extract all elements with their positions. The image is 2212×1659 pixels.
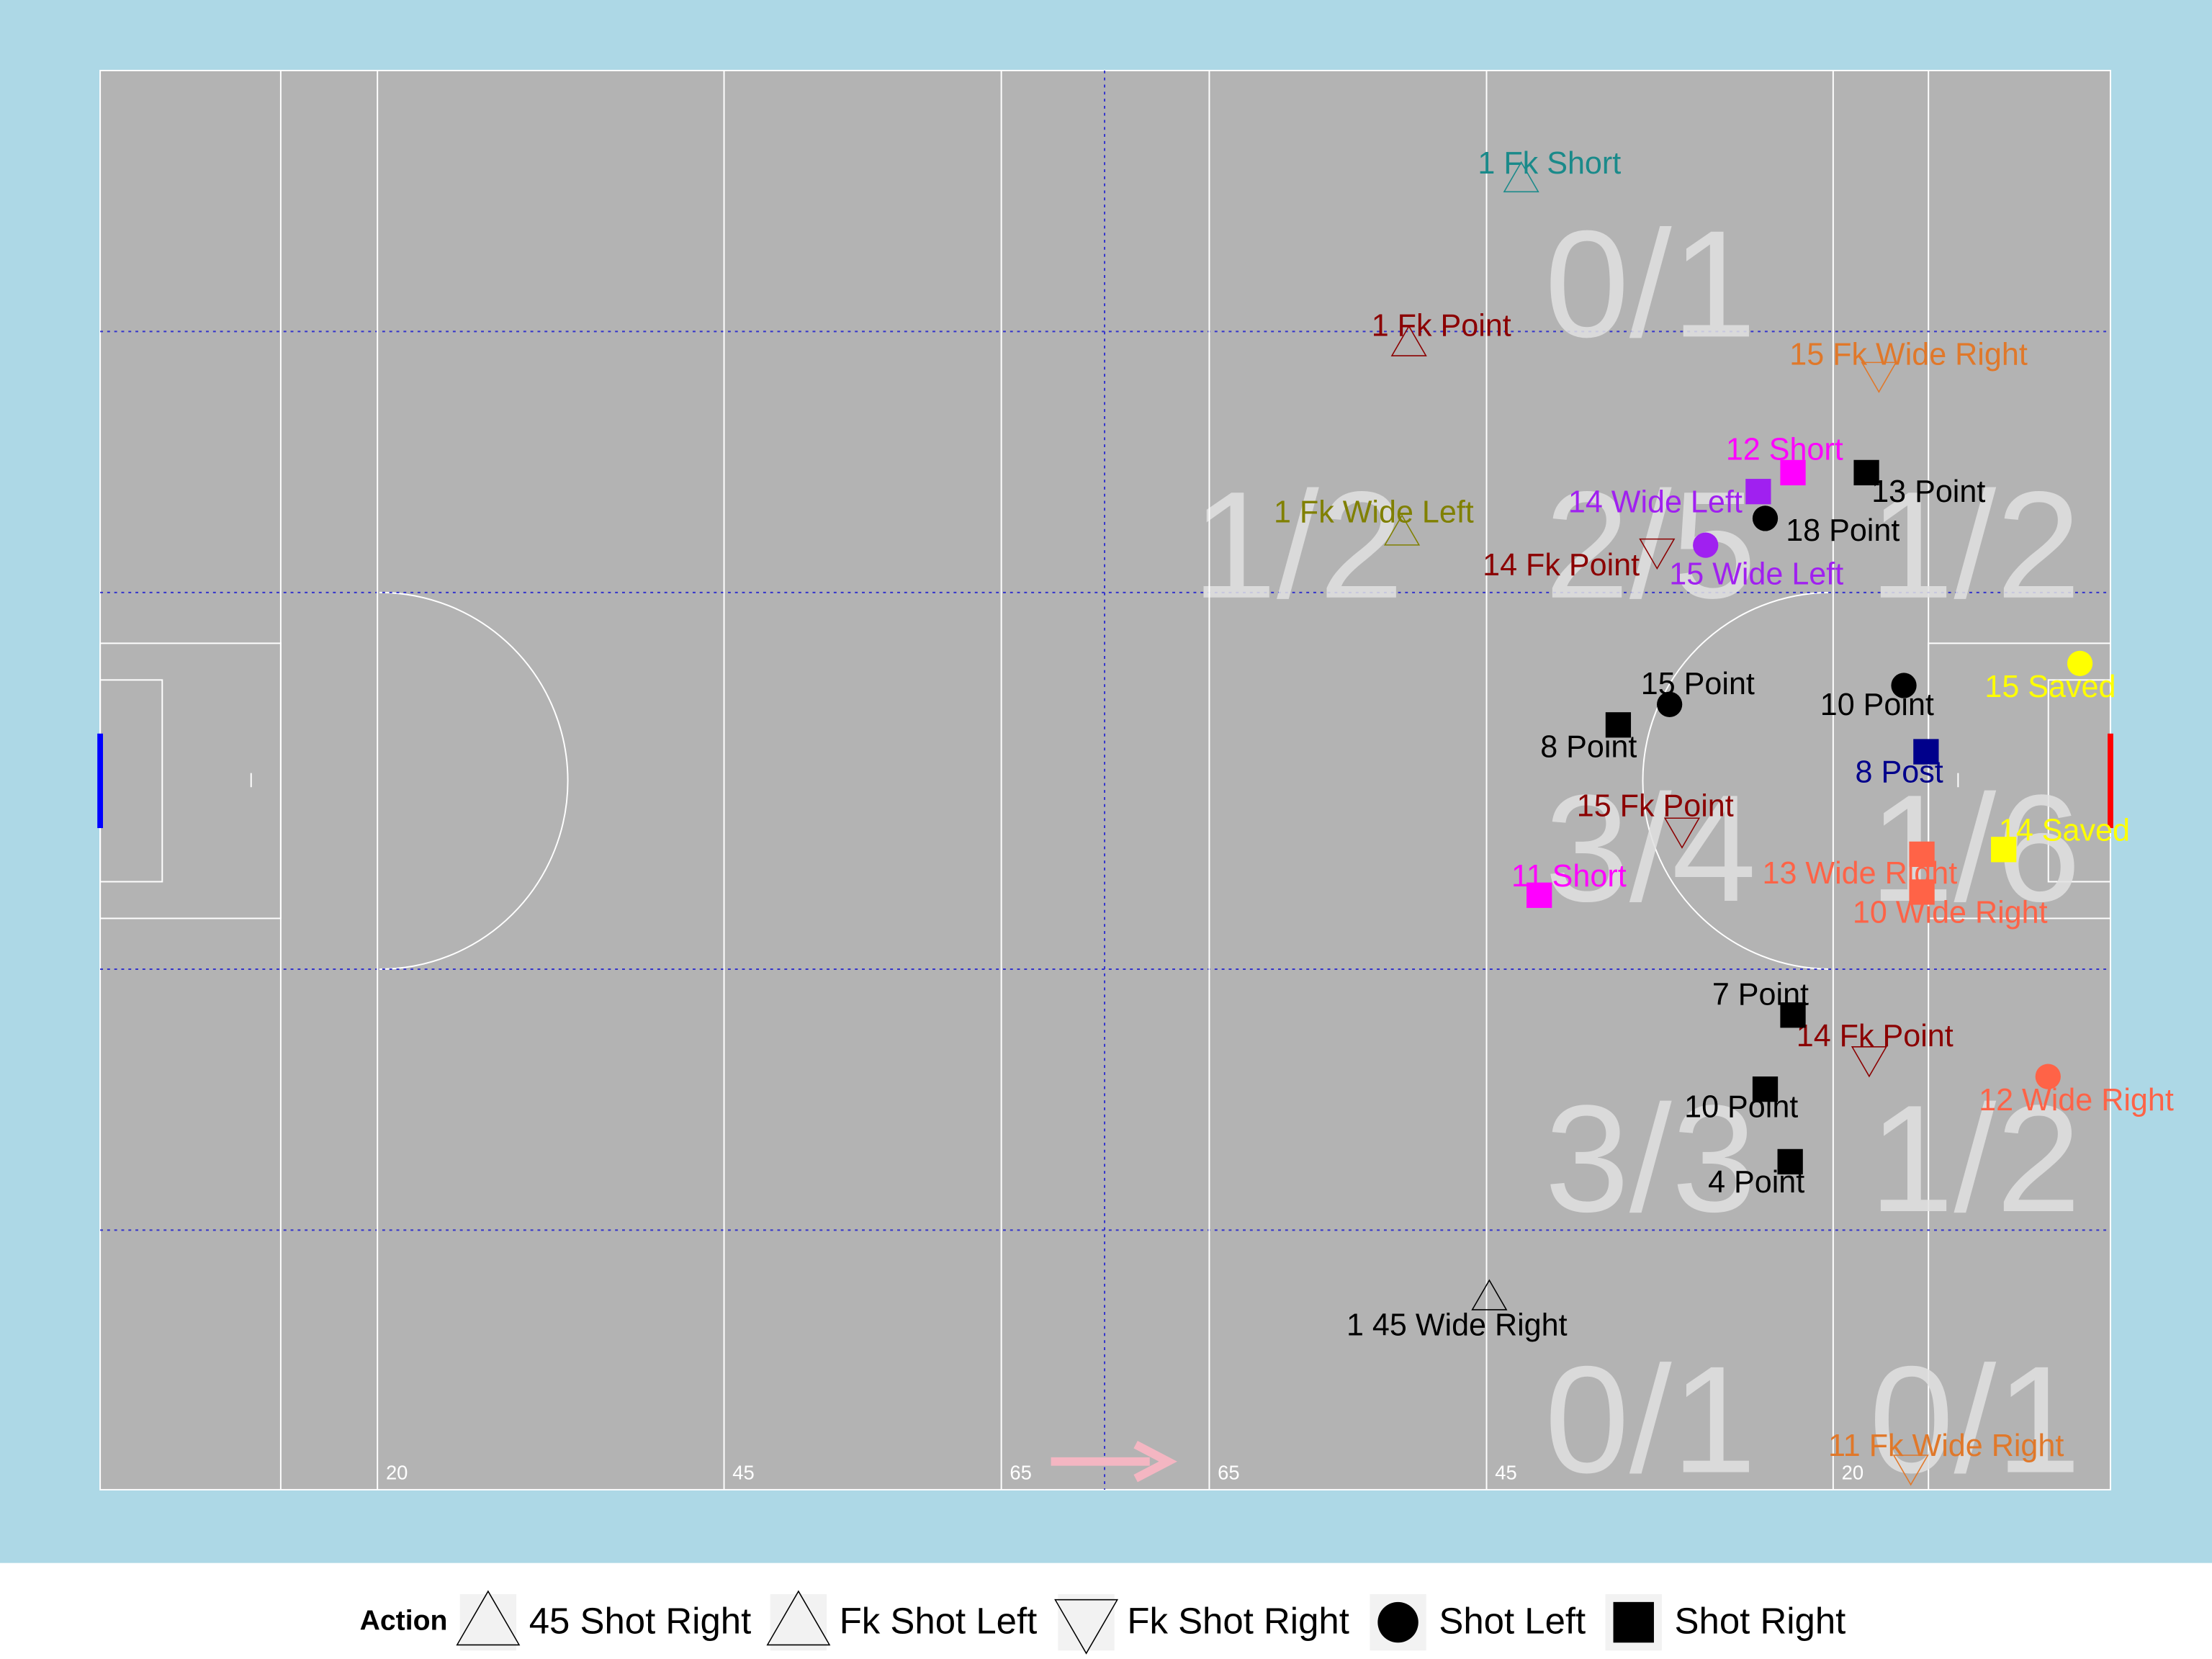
shot-label: 10 Point [1820, 688, 1934, 722]
shot-marker [1780, 459, 1806, 486]
shot-marker [1909, 879, 1935, 905]
shot-marker [1991, 837, 2017, 863]
legend-key [1058, 1593, 1115, 1651]
shot-marker [1390, 325, 1427, 356]
shot-marker [1752, 505, 1779, 531]
legend-symbol [1377, 1601, 1419, 1643]
shot-marker [1892, 1455, 1929, 1486]
shot-label: 10 Wide Right [1853, 896, 2048, 930]
shot-label: 14 Fk Point [1797, 1019, 1954, 1053]
shot-label: 8 Post [1856, 755, 1943, 790]
shot-marker [1383, 514, 1421, 546]
shot-marker [1639, 538, 1676, 570]
legend-label: Fk Shot Right [1127, 1600, 1349, 1641]
distance-label: 65 [1218, 1462, 1239, 1484]
shot-label: 14 Wide Left [1568, 485, 1743, 520]
shot-label: 10 Point [1684, 1089, 1798, 1124]
shot-label: 18 Point [1786, 513, 1899, 548]
shot-marker [1780, 1002, 1806, 1028]
distance-label: 20 [386, 1462, 408, 1484]
zone-label: 1/2 [1869, 1073, 2081, 1244]
shot-marker [1503, 161, 1539, 193]
shot-marker [1745, 479, 1771, 505]
shot-marker [1777, 1148, 1803, 1175]
legend-symbol [1613, 1601, 1654, 1643]
zone-labels: 0/1 1/2 2/5 1/2 3/4 1/6 3/3 1/2 0/1 0/1 [1192, 198, 2081, 1504]
zone-label: 0/1 [1545, 198, 1756, 369]
distance-label: 45 [1495, 1462, 1516, 1484]
zone-label: 2/5 [1545, 459, 1756, 630]
legend-title: Action [360, 1605, 448, 1636]
shot-label: 15 Saved [1984, 670, 2116, 704]
legend: Action 45 Shot Right Fk Shot Left Fk Shot … [360, 1590, 1846, 1655]
shot-label: 15 Fk Point [1577, 789, 1734, 824]
distance-label: 65 [1010, 1462, 1031, 1484]
shot-marker [1693, 532, 1719, 558]
shot-label: 12 Short [1726, 432, 1843, 467]
shot-label: 12 Wide Right [1979, 1083, 2174, 1118]
shot-marker [1851, 1046, 1887, 1078]
shot-label: 11 Short [1511, 859, 1627, 894]
shots: 1 45 Wide Right 1 Fk Short 1 Fk Point 1 Fk … [1274, 146, 2174, 1486]
shot-marker [1527, 882, 1552, 908]
shot-marker [1471, 1279, 1508, 1310]
zone-label: 0/1 [1869, 1334, 2081, 1504]
shot-marker [2067, 650, 2093, 677]
shot-marker [1853, 459, 1879, 486]
shot-label: 4 Point [1708, 1165, 1804, 1200]
shot-marker [1891, 673, 1917, 698]
shot-marker [1605, 712, 1632, 738]
shot-label: 8 Point [1540, 729, 1637, 764]
shot-marker [1663, 817, 1701, 849]
shot-label: 1 45 Wide Right [1346, 1308, 1568, 1342]
shot-label: 15 Fk Wide Right [1789, 338, 2028, 372]
shot-label: 11 Fk Wide Right [1828, 1429, 2064, 1463]
legend-label: 45 Shot Right [529, 1600, 752, 1641]
shot-label: 1 Fk Short [1478, 146, 1621, 181]
shot-marker [2035, 1064, 2061, 1089]
distance-lines: 20 45 65 65 45 20 [377, 70, 1863, 1490]
legend-label: Fk Shot Left [840, 1600, 1038, 1641]
arrow-head [1133, 1440, 1177, 1483]
legend-label: Shot Left [1439, 1600, 1586, 1641]
shot-label: 1 Fk Point [1372, 309, 1511, 343]
shot-marker [1909, 841, 1935, 867]
arc [379, 591, 569, 970]
shot-label: 1 Fk Wide Left [1274, 495, 1474, 530]
shot-label: 15 Wide Left [1669, 557, 1843, 592]
zone-label: 1/2 [1192, 459, 1403, 630]
direction-arrow [1051, 1440, 1177, 1483]
zone-label: 3/3 [1545, 1073, 1756, 1244]
distance-label: 45 [732, 1462, 754, 1484]
legend-key [459, 1593, 517, 1651]
shot-marker [1861, 361, 1897, 393]
shot-label: 15 Point [1641, 667, 1755, 701]
zone-label: 1/2 [1869, 459, 2081, 630]
legend-symbol [1054, 1599, 1119, 1655]
legend-symbol [766, 1590, 831, 1646]
shot-label: 13 Point [1871, 475, 1985, 509]
shot-marker [1913, 739, 1939, 765]
shot-label: 14 Fk Point [1483, 548, 1640, 583]
shot-label: 7 Point [1712, 978, 1809, 1012]
pitch [99, 69, 2111, 1491]
right-goal [2108, 733, 2113, 829]
legend-label: Shot Right [1675, 1600, 1846, 1641]
zone-label: 0/1 [1545, 1334, 1756, 1504]
left-goal [97, 733, 104, 829]
zone-label: 1/6 [1869, 763, 2081, 933]
shot-label: 14 Saved [1999, 814, 2130, 848]
legend-key [770, 1593, 827, 1651]
zone-label: 3/4 [1545, 763, 1756, 933]
arc [1642, 591, 1832, 970]
legend-symbol [456, 1590, 521, 1646]
shot-marker [1752, 1076, 1779, 1102]
shot-marker [1657, 691, 1683, 717]
distance-label: 20 [1842, 1462, 1863, 1484]
